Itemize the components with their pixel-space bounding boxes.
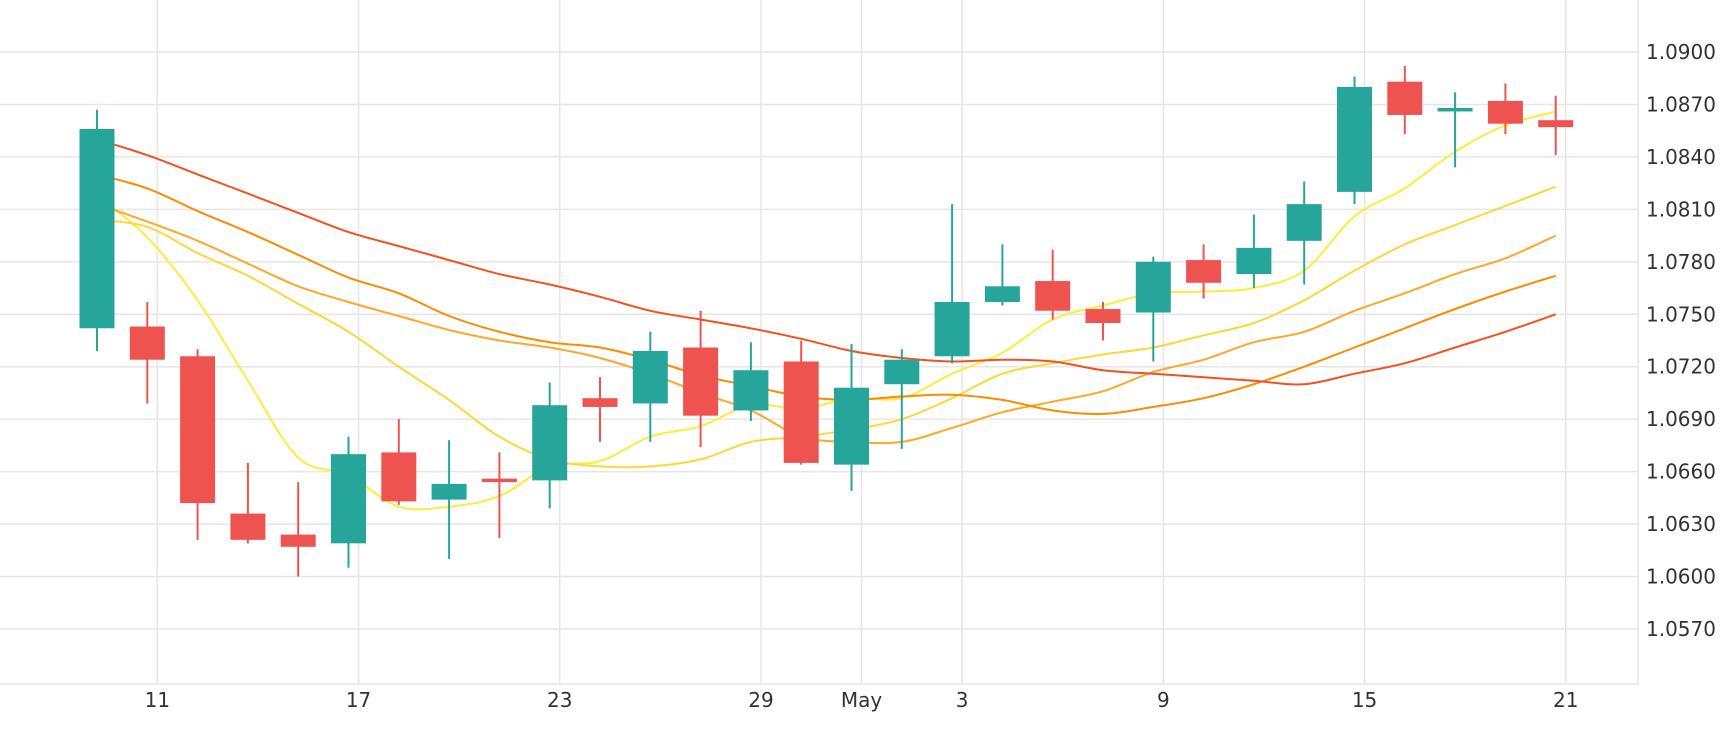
candle-body <box>331 454 366 544</box>
y-tick-label: 1.0810 <box>1646 197 1716 221</box>
candle <box>1437 92 1473 168</box>
x-tick-label: May <box>841 688 883 712</box>
candle <box>1538 95 1574 156</box>
candle-body <box>1236 247 1272 275</box>
candle-body <box>180 356 216 504</box>
candle <box>582 377 618 442</box>
candle <box>884 349 920 449</box>
x-axis: 11 17 23 29 May 3 9 15 21 <box>145 688 1579 712</box>
moving-average-lines <box>96 110 1557 511</box>
candle-body <box>1085 309 1121 324</box>
candle-body <box>1286 204 1322 241</box>
candle <box>1387 65 1423 135</box>
candle <box>431 440 467 560</box>
candle <box>331 436 366 568</box>
y-tick-label: 1.0630 <box>1646 512 1716 536</box>
moving-average-line-3 <box>96 203 1557 445</box>
candle-body <box>280 534 316 547</box>
candle-body <box>230 513 266 540</box>
candle-body <box>582 398 618 407</box>
candle <box>984 244 1020 306</box>
candle-body <box>1487 100 1523 124</box>
y-tick-label: 1.0750 <box>1646 302 1716 326</box>
candle <box>683 310 719 448</box>
candle-body <box>532 405 568 481</box>
y-axis: 1.0900 1.0870 1.0840 1.0810 1.0780 1.0750 1.07… <box>1646 40 1716 641</box>
x-tick-label: 15 <box>1352 688 1377 712</box>
candle-body <box>683 347 719 416</box>
candle <box>481 452 517 539</box>
candle <box>632 331 668 442</box>
candle <box>1035 249 1071 320</box>
candle-body <box>381 452 417 502</box>
x-tick-label: 21 <box>1553 688 1578 712</box>
y-tick-label: 1.0900 <box>1646 40 1716 64</box>
candle <box>1337 76 1372 205</box>
candle-body <box>1186 260 1222 283</box>
candle <box>180 349 216 540</box>
candle <box>834 343 869 491</box>
candle-body <box>834 387 869 465</box>
candle-body <box>1135 261 1171 313</box>
candle-body <box>984 286 1020 303</box>
candle-body <box>884 359 920 385</box>
x-tick-label: 9 <box>1157 688 1170 712</box>
candle-body <box>1035 281 1071 311</box>
candle-body <box>431 483 467 500</box>
candle-body <box>79 128 115 329</box>
candle-body <box>129 326 165 360</box>
x-tick-label: 29 <box>748 688 773 712</box>
y-tick-label: 1.0840 <box>1646 145 1716 169</box>
y-tick-label: 1.0870 <box>1646 92 1716 116</box>
candle <box>230 462 266 544</box>
candle <box>1286 181 1322 285</box>
candle <box>934 204 970 364</box>
candle <box>1135 256 1171 362</box>
x-tick-label: 17 <box>346 688 371 712</box>
moving-average-line-4 <box>96 173 1556 416</box>
candle <box>1186 244 1222 299</box>
y-tick-label: 1.0720 <box>1646 355 1716 379</box>
moving-average-line-2 <box>96 185 1557 469</box>
candle <box>1487 83 1523 135</box>
moving-average-line-1 <box>96 110 1556 511</box>
candle-body <box>632 350 668 404</box>
y-tick-label: 1.0570 <box>1646 617 1716 641</box>
candle <box>79 109 115 351</box>
candle <box>733 342 769 421</box>
candle <box>783 340 819 465</box>
candle-body <box>1437 107 1473 112</box>
candle-body <box>1337 86 1372 192</box>
candle <box>381 419 417 505</box>
y-tick-label: 1.0660 <box>1646 460 1716 484</box>
y-tick-label: 1.0780 <box>1646 250 1716 274</box>
candle-body <box>934 302 970 357</box>
candle <box>280 482 316 577</box>
candle <box>1085 302 1121 341</box>
candle <box>129 302 165 404</box>
x-tick-label: 11 <box>145 688 170 712</box>
candle <box>1236 214 1272 289</box>
x-tick-label: 3 <box>956 688 969 712</box>
moving-average-line-5 <box>96 138 1557 386</box>
candles <box>79 65 1574 577</box>
candle <box>532 382 568 509</box>
y-tick-label: 1.0600 <box>1646 565 1716 589</box>
y-tick-label: 1.0690 <box>1646 407 1716 431</box>
candle-body <box>783 361 819 463</box>
candle-body <box>1538 120 1574 128</box>
candle-body <box>733 370 769 411</box>
x-tick-label: 23 <box>547 688 572 712</box>
candle-body <box>481 478 517 483</box>
candle-body <box>1387 81 1423 115</box>
